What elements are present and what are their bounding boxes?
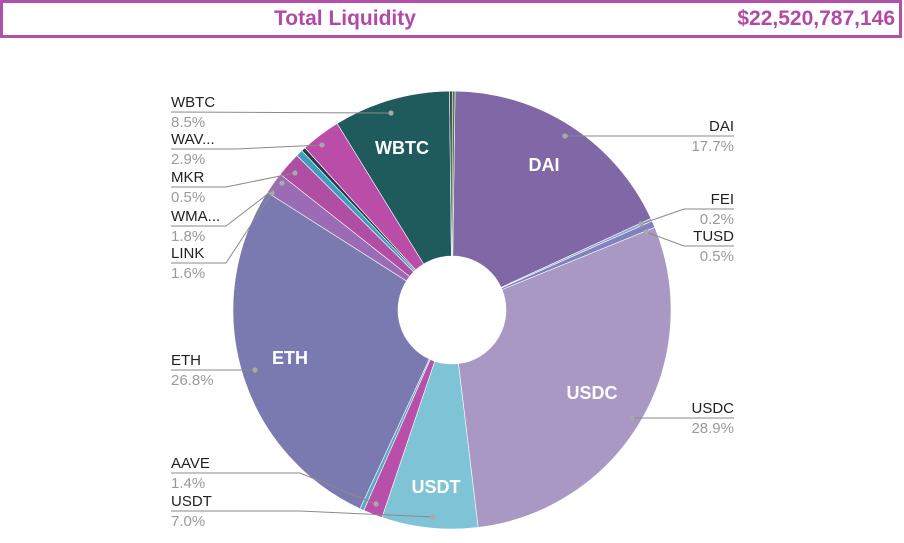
leader-line-fei bbox=[640, 208, 734, 225]
slice-label-wav: WAV... bbox=[171, 131, 215, 148]
slice-percent-fei: 0.2% bbox=[700, 211, 734, 228]
slice-label-usdc: USDC bbox=[691, 400, 734, 417]
slice-percent-eth: 26.8% bbox=[171, 372, 214, 389]
slice-label-wma: WMA... bbox=[171, 208, 220, 225]
leader-line-wma bbox=[171, 182, 283, 227]
leader-line-link bbox=[171, 192, 273, 264]
slice-eth bbox=[232, 191, 430, 510]
leader-dot-usdt bbox=[430, 514, 436, 520]
slice-label-usdt: USDT bbox=[171, 493, 212, 510]
slice-percent-wbtc: 8.5% bbox=[171, 114, 205, 131]
slice-percent-wav: 2.9% bbox=[171, 151, 205, 168]
inner-label-eth: ETH bbox=[272, 348, 308, 368]
header-title: Total Liquidity bbox=[274, 7, 416, 30]
leader-dot-wav bbox=[319, 142, 325, 148]
slice-percent-usdc: 28.9% bbox=[691, 420, 734, 437]
leader-line-mkr bbox=[171, 172, 296, 188]
leader-dot-dai bbox=[562, 133, 568, 139]
slice-percent-mkr: 0.5% bbox=[171, 189, 205, 206]
leader-line-usdt bbox=[171, 510, 434, 518]
inner-label-dai: DAI bbox=[529, 155, 560, 175]
header-value: $22,520,787,146 bbox=[737, 7, 895, 30]
slice-percent-link: 1.6% bbox=[171, 265, 205, 282]
slice-dai bbox=[452, 90, 652, 288]
slice-label-mkr: MKR bbox=[171, 169, 205, 186]
slice-percent-wma: 1.8% bbox=[171, 228, 205, 245]
slice-label-fei: FEI bbox=[711, 191, 734, 208]
leader-line-wbtc bbox=[170, 111, 392, 114]
slice-minor-15 bbox=[451, 90, 456, 257]
leader-dot-wbtc bbox=[388, 110, 394, 116]
inner-label-usdt: USDT bbox=[412, 477, 461, 497]
leader-dot-fei bbox=[638, 221, 644, 227]
slice-percent-usdt: 7.0% bbox=[171, 513, 205, 530]
leader-line-aave bbox=[171, 472, 377, 505]
leader-dot-eth bbox=[252, 367, 258, 373]
leader-dot-aave bbox=[373, 501, 379, 507]
leader-dot-mkr bbox=[292, 170, 298, 176]
leader-dot-wma bbox=[279, 180, 285, 186]
slice-usdc bbox=[458, 227, 672, 528]
leader-line-tusd bbox=[645, 231, 734, 247]
slice-label-link: LINK bbox=[171, 245, 204, 262]
slice-wbtc bbox=[336, 90, 452, 265]
slice-label-aave: AAVE bbox=[171, 455, 210, 472]
slice-label-tusd: TUSD bbox=[693, 228, 734, 245]
inner-label-wbtc: WBTC bbox=[375, 138, 429, 158]
slice-percent-dai: 17.7% bbox=[691, 138, 734, 155]
slice-label-wbtc: WBTC bbox=[171, 94, 215, 111]
leader-line-wav bbox=[171, 144, 323, 150]
inner-label-usdc: USDC bbox=[566, 383, 617, 403]
total-liquidity-header: Total Liquidity $22,520,787,146 bbox=[0, 0, 902, 38]
leader-dot-usdc bbox=[629, 415, 635, 421]
leader-dot-tusd bbox=[643, 229, 649, 235]
slice-percent-tusd: 0.5% bbox=[700, 248, 734, 265]
slice-label-dai: DAI bbox=[709, 118, 734, 135]
slice-percent-aave: 1.4% bbox=[171, 475, 205, 492]
slice-label-eth: ETH bbox=[171, 352, 201, 369]
